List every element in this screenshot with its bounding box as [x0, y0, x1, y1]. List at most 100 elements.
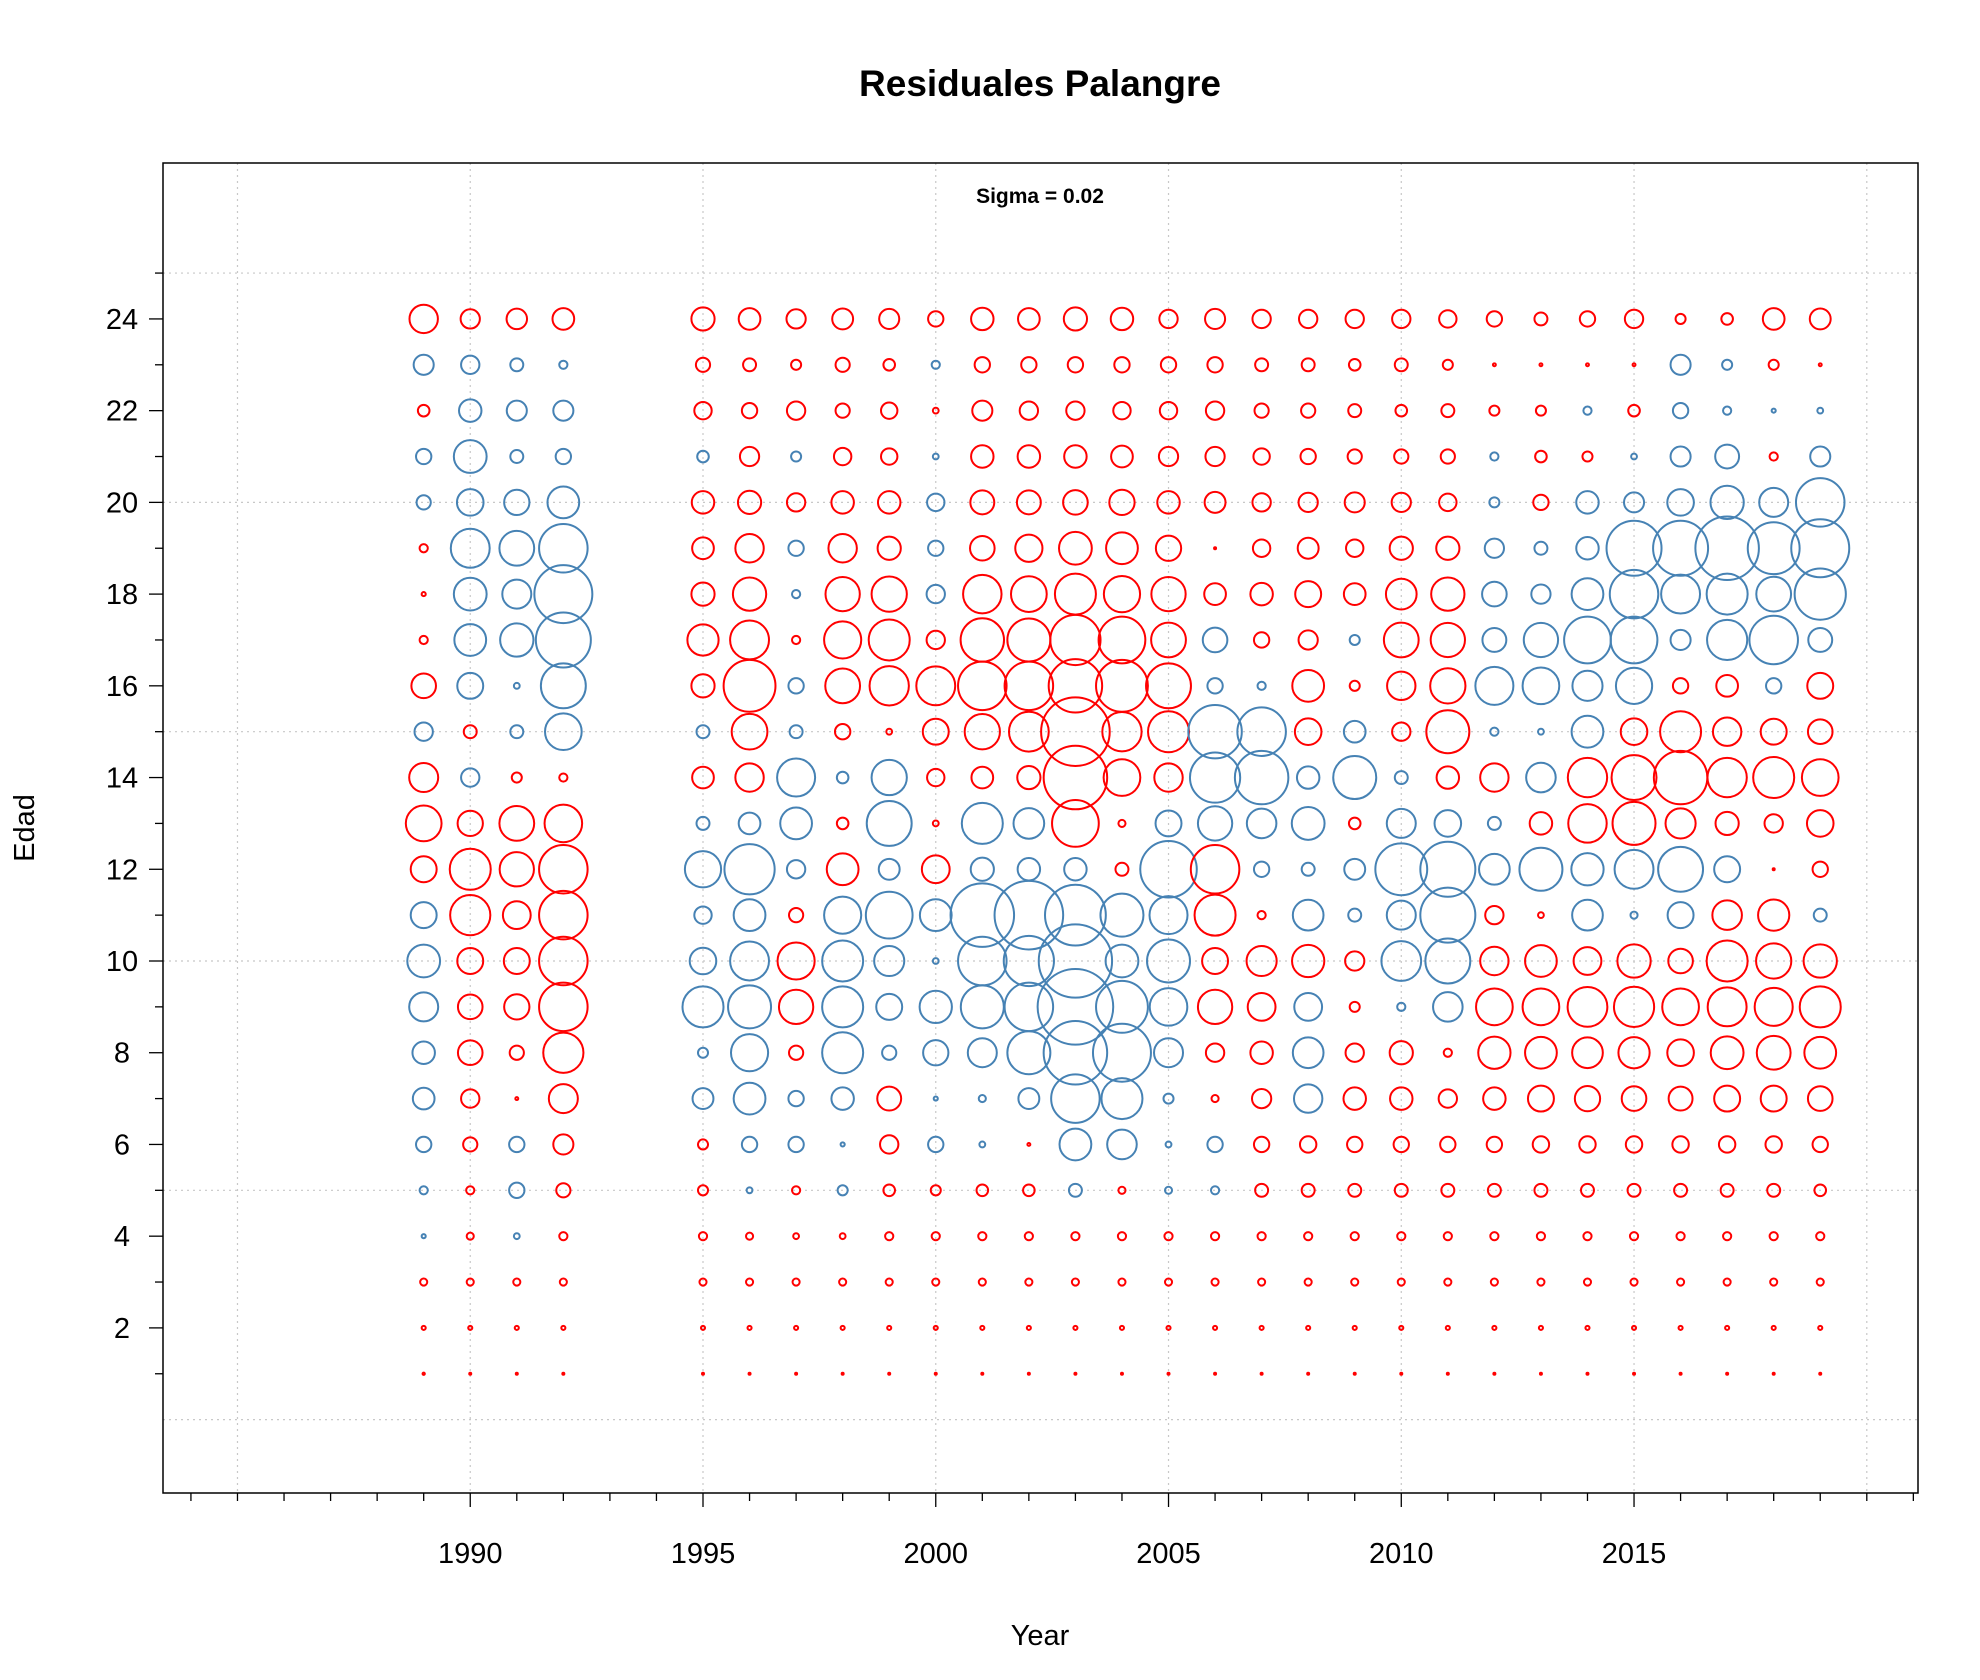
bubble-negative [1481, 580, 1508, 608]
bubble-negative [1154, 809, 1183, 838]
bubble-positive [747, 1371, 752, 1376]
bubble-positive [1102, 758, 1142, 797]
bubble-positive [561, 1371, 566, 1376]
bubble-positive [456, 947, 485, 975]
bubble-positive [1393, 448, 1410, 465]
bubble-positive [1298, 308, 1319, 330]
bubble-positive [1204, 400, 1226, 421]
bubble-positive [1298, 1135, 1318, 1154]
bubble-positive [1156, 490, 1181, 515]
bubble-negative [1570, 852, 1605, 887]
bubble-positive [925, 629, 946, 651]
bubble-positive [697, 1231, 709, 1242]
bubble-positive [420, 591, 427, 598]
bubble-positive [1611, 800, 1657, 846]
bubble-positive [498, 805, 536, 842]
bubble-positive [1757, 898, 1791, 932]
bubble-negative [1063, 857, 1088, 882]
bubble-negative [693, 905, 713, 925]
bubble-positive [790, 358, 803, 371]
bubble-positive [1768, 1231, 1779, 1242]
bubble-positive [467, 1324, 474, 1331]
bubble-negative [1571, 898, 1604, 932]
bubble-positive [884, 1231, 895, 1242]
bubble-positive [1671, 677, 1690, 695]
bubble-negative [1570, 714, 1605, 749]
bubble-positive [1393, 1182, 1409, 1198]
bubble-negative [1669, 353, 1692, 376]
bubble-negative [1036, 968, 1115, 1046]
bubble-positive [1042, 744, 1109, 811]
bubble-positive [698, 1277, 708, 1287]
bubble-negative [1106, 1128, 1138, 1161]
bubble-positive [827, 533, 858, 564]
bubble-positive [1063, 444, 1088, 469]
bubble-positive [543, 803, 584, 844]
bubble-negative [931, 957, 940, 965]
bubble-positive [1154, 534, 1183, 562]
bubble-negative [460, 767, 481, 788]
bubble-negative [791, 589, 802, 600]
bubble-negative [415, 494, 432, 511]
bubble-positive [1193, 893, 1237, 937]
bubble-negative [932, 1095, 939, 1102]
bubble-positive [1209, 1231, 1221, 1242]
bubble-negative [683, 850, 723, 889]
bubble-positive [1254, 357, 1270, 373]
bubble-negative [821, 939, 865, 983]
bubble-positive [1715, 673, 1739, 698]
bubble-positive [1438, 492, 1458, 513]
bubble-positive [514, 1371, 519, 1376]
bubble-positive [1163, 1231, 1174, 1242]
bubble-positive [1578, 1135, 1597, 1154]
bubble-positive [512, 1277, 522, 1287]
y-tick-label: 22 [106, 396, 138, 428]
bubble-negative [411, 1040, 436, 1065]
bubble-negative [729, 940, 771, 982]
bubble-positive [1566, 985, 1609, 1028]
bubble-positive [969, 534, 996, 562]
bubble-marks [404, 303, 1851, 1376]
bubble-positive [1492, 1371, 1497, 1376]
bubble-negative [1037, 923, 1114, 999]
bubble-positive [1584, 1324, 1591, 1331]
bubble-positive [1210, 1277, 1220, 1287]
bubble-negative [873, 944, 906, 978]
bubble-positive [1755, 942, 1793, 980]
bubble-positive [1677, 1324, 1684, 1331]
bubble-positive [868, 665, 910, 707]
bubble-positive [1629, 1277, 1639, 1287]
bubble-positive [879, 1134, 900, 1155]
bubble-positive [696, 1184, 710, 1197]
bubble-negative [821, 985, 865, 1029]
bubble-positive [1441, 358, 1454, 371]
bubble-positive [1213, 546, 1218, 551]
bubble-negative [727, 984, 773, 1030]
bubble-positive [957, 660, 1008, 712]
bubble-positive [1534, 404, 1547, 417]
bubble-negative [978, 1140, 987, 1149]
bubble-positive [1258, 1324, 1265, 1331]
bubble-negative [1605, 519, 1663, 577]
bubble-positive [418, 543, 429, 554]
bubble-positive [1808, 307, 1832, 331]
bubble-positive [731, 576, 768, 612]
bubble-positive [1571, 1036, 1604, 1070]
bubble-positive [1344, 1042, 1365, 1063]
bubble-positive [1109, 306, 1135, 332]
bubble-negative [1256, 680, 1267, 691]
bubble-positive [686, 623, 720, 657]
bubble-positive [1389, 1086, 1414, 1111]
bubble-positive [777, 988, 815, 1026]
bubble-positive [792, 1232, 801, 1241]
bubble-positive [1806, 671, 1835, 700]
bubble-positive [1806, 1085, 1834, 1112]
bubble-positive [929, 1184, 942, 1197]
bubble-negative [558, 359, 569, 370]
bubble-positive [1489, 1277, 1499, 1287]
bubble-positive [514, 1096, 520, 1102]
bubble-positive [1479, 762, 1510, 793]
bubble-negative [732, 898, 767, 933]
bubble-positive [1007, 710, 1050, 753]
bubble-negative [413, 721, 434, 742]
